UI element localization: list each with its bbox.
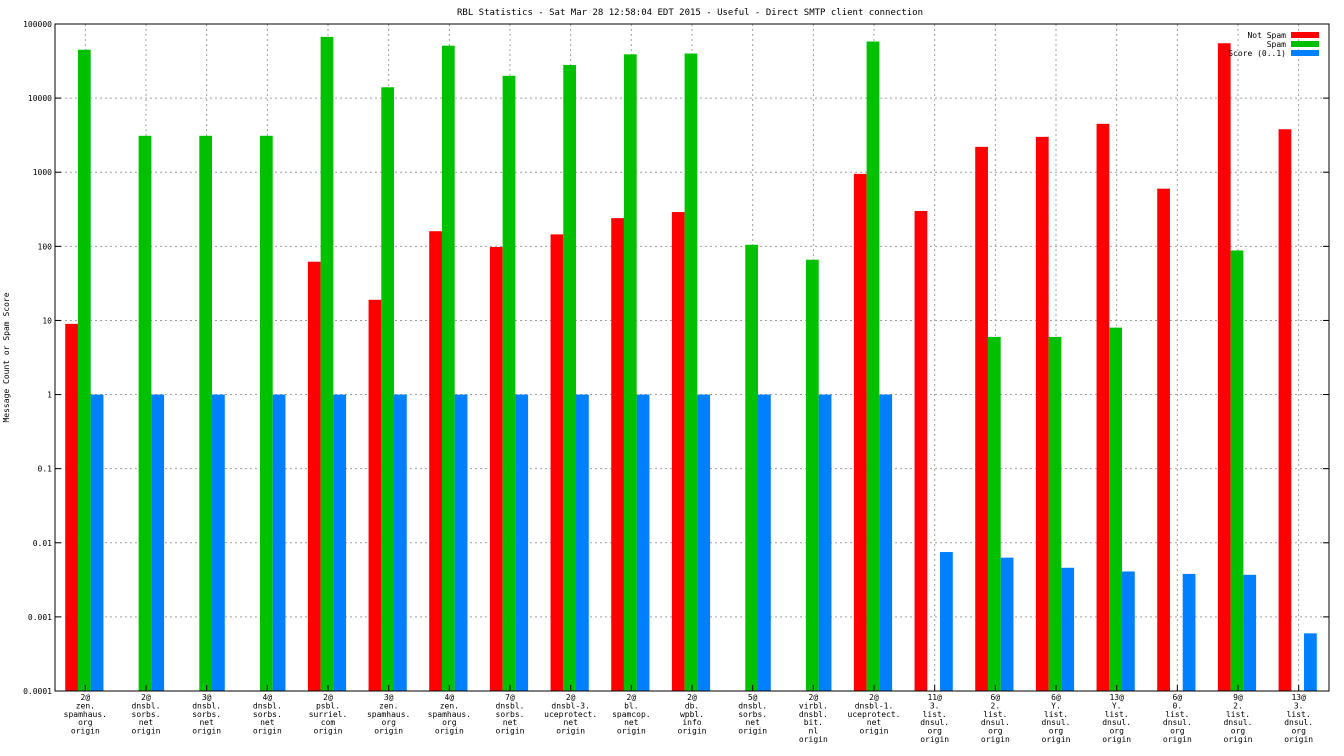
bar-not-spam xyxy=(1217,43,1231,692)
legend-swatch xyxy=(1291,50,1319,56)
bar-not-spam xyxy=(975,146,988,691)
x-tick-label: 2@ virbl. dnsbl. bit. nl origin xyxy=(799,693,828,744)
x-tick-label: 5@ dnsbl. sorbs. net origin xyxy=(738,693,767,736)
bar-spam xyxy=(381,87,395,692)
bar-score-0-1 xyxy=(1243,574,1257,691)
bar-score-0-1 xyxy=(212,394,225,691)
bar-not-spam xyxy=(611,218,624,691)
x-tick-label: 7@ dnsbl. sorbs. net origin xyxy=(496,693,525,736)
bar-score-0-1 xyxy=(576,394,589,691)
bar-spam xyxy=(1048,336,1062,691)
y-tick-label: 100000 xyxy=(23,20,52,29)
bar-not-spam xyxy=(1096,123,1110,692)
bar-spam xyxy=(199,135,213,691)
bar-not-spam xyxy=(489,246,503,691)
x-tick-label: 2@ dnsbl-3. uceprotect. net origin xyxy=(544,693,597,736)
y-tick-label: 100 xyxy=(38,242,53,251)
x-tick-label: 2@ bl. spamcop. net origin xyxy=(612,693,651,736)
x-tick-label: 6@ Y. list. dnsul. org origin xyxy=(1042,693,1071,744)
x-tick-label: 2@ db. wpbl. info origin xyxy=(678,693,707,736)
bar-score-0-1 xyxy=(697,394,711,691)
bar-not-spam xyxy=(368,299,382,691)
bar-spam xyxy=(745,244,759,691)
x-tick-label: 4@ dnsbl. sorbs. net origin xyxy=(253,693,282,736)
y-tick-label: 0.0001 xyxy=(23,687,52,696)
x-tick-label: 9@ 2. list. dnsul. org origin xyxy=(1224,693,1253,744)
bar-score-0-1 xyxy=(454,394,468,691)
y-tick-label: 10 xyxy=(42,316,52,325)
bar-score-0-1 xyxy=(1000,557,1014,691)
bar-score-0-1 xyxy=(818,394,832,691)
y-tick-label: 0.001 xyxy=(28,613,52,622)
bar-score-0-1 xyxy=(90,394,104,691)
x-tick-label: 2@ dnsbl-1. uceprotect. net origin xyxy=(848,693,901,736)
bar-not-spam xyxy=(429,231,442,691)
y-axis-label: Message Count or Spam Score xyxy=(2,292,11,422)
x-tick-label: 2@ psbl. surriel. com origin xyxy=(309,693,348,736)
bars xyxy=(65,36,1317,692)
bar-spam xyxy=(441,45,455,691)
x-tick-label: 2@ zen. spamhaus. org origin xyxy=(64,693,107,736)
bar-score-0-1 xyxy=(151,394,165,691)
y-tick-label: 1 xyxy=(47,391,52,400)
x-tick-label: 2@ dnsbl. sorbs. net origin xyxy=(132,693,161,736)
bar-score-0-1 xyxy=(1304,633,1317,691)
bar-spam xyxy=(805,259,819,691)
bar-score-0-1 xyxy=(1061,567,1075,691)
x-tick-label: 3@ dnsbl. sorbs. net origin xyxy=(192,693,221,736)
legend-swatch xyxy=(1291,32,1319,38)
bar-spam xyxy=(1109,327,1123,691)
x-axis-labels: 2@ zen. spamhaus. org origin 2@ dnsbl. sorbs. ne… xyxy=(64,693,1314,744)
bar-not-spam xyxy=(1278,129,1292,692)
x-tick-label: 6@ 0. list. dnsul. org origin xyxy=(1163,693,1192,744)
bar-score-0-1 xyxy=(1122,571,1135,691)
bar-score-0-1 xyxy=(758,394,771,691)
bar-score-0-1 xyxy=(272,394,286,691)
bar-score-0-1 xyxy=(333,394,347,691)
bar-score-0-1 xyxy=(515,394,529,691)
bar-not-spam xyxy=(1157,188,1170,691)
bar-spam xyxy=(502,75,516,691)
bar-score-0-1 xyxy=(1182,573,1196,691)
bar-not-spam xyxy=(671,212,685,691)
bar-not-spam xyxy=(1035,136,1049,691)
legend-label: Not Spam xyxy=(1247,31,1286,40)
y-tick-label: 0.01 xyxy=(33,539,52,548)
legend-swatch xyxy=(1291,41,1319,47)
bar-spam xyxy=(987,336,1001,691)
bar-score-0-1 xyxy=(940,552,953,691)
bar-not-spam xyxy=(550,234,564,691)
bar-spam xyxy=(866,41,880,692)
bar-not-spam xyxy=(914,210,928,692)
x-tick-label: 3@ zen. spamhaus. org origin xyxy=(367,693,410,736)
bar-score-0-1 xyxy=(636,394,650,691)
x-tick-label: 11@ 3. list. dnsul. org origin xyxy=(920,693,949,744)
bar-score-0-1 xyxy=(879,394,893,691)
x-tick-label: 6@ 2. list. dnsul. org origin xyxy=(981,693,1010,744)
y-axis-ticks: 0.0001 0.001 0.01 0.1 1 10 100 1000 10000 100000 xyxy=(23,20,1329,696)
bar-score-0-1 xyxy=(394,394,407,691)
bar-spam xyxy=(623,54,637,692)
legend-label: Score (0..1) xyxy=(1228,49,1286,58)
y-tick-label: 0.1 xyxy=(38,465,53,474)
chart-title: RBL Statistics - Sat Mar 28 12:58:04 EDT… xyxy=(457,8,923,18)
bar-spam xyxy=(1230,250,1244,691)
bar-spam xyxy=(138,135,152,691)
bar-spam xyxy=(320,36,334,692)
bar-not-spam xyxy=(307,261,321,691)
bar-not-spam xyxy=(65,323,78,691)
bar-not-spam xyxy=(853,173,867,691)
bar-spam xyxy=(77,49,91,691)
legend-label: Spam xyxy=(1267,40,1286,49)
x-tick-label: 13@ Y. list. dnsul. org origin xyxy=(1102,693,1131,744)
bar-spam xyxy=(259,135,273,691)
bar-spam xyxy=(563,64,577,691)
y-tick-label: 1000 xyxy=(33,168,52,177)
bar-spam xyxy=(684,53,698,692)
x-tick-label: 4@ zen. spamhaus. org origin xyxy=(428,693,471,736)
x-tick-label: 13@ 3. list. dnsul. org origin xyxy=(1284,693,1313,744)
y-tick-label: 10000 xyxy=(28,94,52,103)
